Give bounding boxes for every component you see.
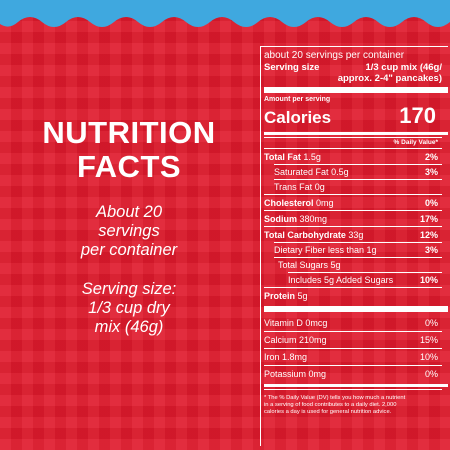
daily-value-header: % Daily Value* — [264, 137, 442, 148]
serving-size-summary: Serving size: 1/3 cup dry mix (46g) — [18, 280, 240, 337]
vitamin-dv: 10% — [419, 352, 438, 362]
heading-line: NUTRITION — [42, 115, 216, 150]
nutrient-row-cholesterol: Cholesterol 0mg 0% — [264, 194, 442, 210]
vitamin-amount: 0mcg — [305, 318, 328, 328]
vitamin-dv: 0% — [424, 369, 438, 379]
vitamin-label: Potassium — [264, 369, 307, 379]
nutrient-amount: 33g — [348, 229, 364, 240]
servings-line: About 20 — [95, 203, 163, 221]
nutrient-label: Trans Fat — [274, 181, 313, 192]
nutrient-row-sodium: Sodium 380mg 17% — [264, 210, 442, 226]
vitamin-label: Vitamin D — [264, 318, 303, 328]
nutrient-dv: 2% — [424, 151, 438, 162]
nutrient-dv: 0% — [424, 197, 438, 208]
vitamin-label: Iron — [264, 352, 280, 362]
vitamin-label: Calcium — [264, 335, 297, 345]
nutrient-label: Total Fat — [264, 151, 301, 162]
serving-size-row: Serving size 1/3 cup mix (46g/ approx. 2… — [264, 62, 442, 84]
serving-size-label: Serving size — [264, 62, 320, 73]
servings-line: per container — [80, 241, 178, 259]
vitamin-row-potassium: Potassium 0mg 0% — [264, 365, 442, 382]
nutrient-dv: 17% — [419, 213, 438, 224]
vitamin-dv: 0% — [424, 318, 438, 328]
nutrient-dv: 3% — [424, 244, 438, 255]
calories-row: Calories 170 — [264, 104, 442, 130]
heading-line: FACTS — [76, 149, 182, 184]
medium-divider — [264, 384, 448, 387]
vitamin-dv: 15% — [419, 335, 438, 345]
footnote-line: * The % Daily Value (DV) tells you how m… — [264, 395, 406, 401]
vitamin-row-calcium: Calcium 210mg 15% — [264, 331, 442, 348]
medium-divider — [264, 132, 448, 135]
nutrient-row-added-sugars: Includes 5g Added Sugars 10% — [264, 272, 442, 287]
nutrient-amount: less than 1g — [328, 244, 377, 255]
nutrient-label: Protein — [264, 290, 296, 301]
nutrient-amount: 1.5g — [303, 151, 321, 162]
serving-size-line: 1/3 cup dry — [88, 299, 170, 317]
nutrition-facts-heading: NUTRITION FACTS — [18, 116, 240, 184]
nutrient-row-total-fat: Total Fat 1.5g 2% — [264, 148, 442, 164]
servings-line: servings — [98, 222, 160, 240]
nutrient-amount: 5g — [297, 290, 308, 301]
footnote-line: in a serving of food contributes to a da… — [264, 402, 397, 409]
nutrient-label: Total Carbohydrate — [264, 229, 346, 240]
thick-divider — [264, 306, 448, 312]
nutrient-label: Saturated Fat — [274, 166, 329, 177]
servings-per-container: about 20 servings per container — [264, 50, 405, 61]
nutrient-row-dietary-fiber: Dietary Fiber less than 1g 3% — [264, 242, 442, 257]
nutrient-amount: 380mg — [299, 213, 328, 224]
servings-summary: About 20 servings per container — [18, 203, 240, 260]
calories-value: 170 — [399, 103, 436, 128]
serving-size-value-line: approx. 2-4" pancakes) — [337, 73, 442, 84]
serving-size-value: 1/3 cup mix (46g/ approx. 2-4" pancakes) — [338, 62, 442, 84]
vitamin-row-vitamin-d: Vitamin D 0mcg 0% — [264, 315, 442, 331]
calories-label: Calories — [264, 108, 332, 127]
left-summary: NUTRITION FACTS About 20 servings per co… — [18, 116, 240, 337]
footnote-line: calories a day is used for general nutri… — [264, 409, 392, 416]
daily-value-footnote: * The % Daily Value (DV) tells you how m… — [264, 389, 442, 417]
nutrient-row-total-sugars: Total Sugars 5g — [264, 257, 442, 272]
nutrient-label: Total Sugars — [278, 259, 329, 270]
nutrient-label: Includes 5g Added Sugars — [288, 274, 394, 285]
amount-per-serving: Amount per serving — [264, 96, 331, 103]
serving-size-value-line: 1/3 cup mix (46g/ — [365, 62, 442, 73]
nutrient-amount: 5g — [330, 259, 341, 270]
nutrient-row-saturated-fat: Saturated Fat 0.5g 3% — [264, 164, 442, 179]
nutrition-label-panel: about 20 servings per container Serving … — [258, 46, 448, 446]
nutrient-amount: 0mg — [316, 197, 334, 208]
serving-size-line: Serving size: — [81, 280, 177, 298]
nutrient-amount: 0g — [314, 181, 325, 192]
nutrient-row-total-carbohydrate: Total Carbohydrate 33g 12% — [264, 226, 442, 242]
nutrient-dv: 3% — [424, 166, 438, 177]
top-wave-decoration — [0, 0, 450, 27]
nutrient-dv: 10% — [419, 274, 438, 285]
nutrient-label: Sodium — [264, 213, 297, 224]
wave-shape — [0, 0, 450, 27]
nutrient-dv: 12% — [419, 229, 438, 240]
nutrient-amount: 0.5g — [331, 166, 349, 177]
nutrient-label: Cholesterol — [264, 197, 314, 208]
serving-size-line: mix (46g) — [94, 318, 164, 336]
nutrient-row-trans-fat: Trans Fat 0g — [264, 179, 442, 194]
nutrient-label: Dietary Fiber — [274, 244, 326, 255]
nutrient-row-protein: Protein 5g — [264, 287, 442, 303]
vitamin-row-iron: Iron 1.8mg 10% — [264, 348, 442, 365]
vitamin-amount: 0mg — [308, 369, 327, 379]
vitamin-amount: 1.8mg — [282, 352, 308, 362]
thick-divider — [264, 87, 448, 93]
vitamin-amount: 210mg — [299, 335, 327, 345]
